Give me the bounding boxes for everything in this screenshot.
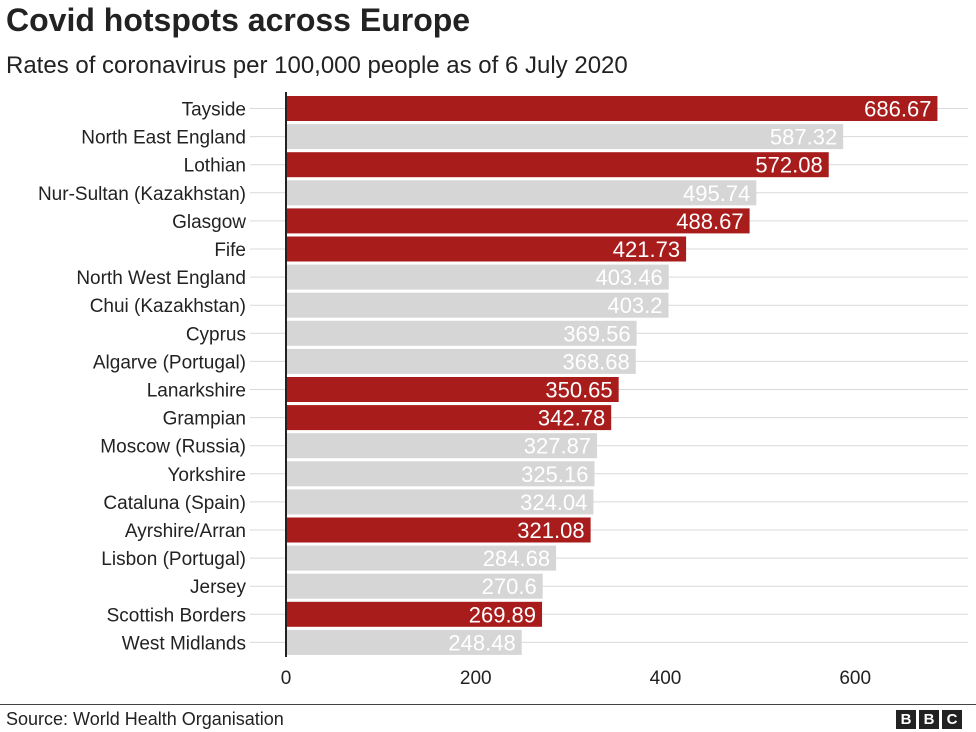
- value-label: 248.48: [448, 630, 515, 655]
- category-label: North West England: [76, 268, 246, 289]
- footer-divider: [0, 704, 976, 705]
- bar: [286, 517, 591, 543]
- category-label: Tayside: [182, 100, 246, 121]
- category-label: Grampian: [163, 409, 246, 430]
- category-label: Ayrshire/Arran: [125, 521, 246, 542]
- category-label: Cyprus: [186, 324, 246, 345]
- value-label: 269.89: [469, 602, 536, 627]
- bar: [286, 405, 612, 431]
- x-tick-label: 400: [650, 668, 682, 689]
- chart-subtitle: Rates of coronavirus per 100,000 people …: [6, 52, 628, 79]
- category-label: Chui (Kazakhstan): [90, 296, 246, 317]
- source-note: Source: World Health Organisation: [6, 709, 284, 729]
- value-label: 325.16: [521, 462, 588, 487]
- category-label: West Midlands: [122, 633, 246, 654]
- value-label: 488.67: [676, 209, 743, 234]
- category-label: Lisbon (Portugal): [101, 549, 246, 570]
- bar: [286, 292, 669, 318]
- value-label: 270.6: [482, 574, 537, 599]
- x-tick-label: 600: [839, 668, 871, 689]
- category-label: Scottish Borders: [107, 605, 246, 626]
- category-label: Nur-Sultan (Kazakhstan): [38, 184, 246, 205]
- value-label: 284.68: [483, 546, 550, 571]
- value-label: 587.32: [770, 125, 837, 150]
- logo-letter-b1: B: [896, 710, 916, 729]
- bar: [286, 236, 687, 262]
- bar: [286, 573, 543, 599]
- bar: [286, 489, 594, 515]
- value-label: 495.74: [683, 181, 750, 206]
- value-label: 403.2: [607, 293, 662, 318]
- category-label: Lothian: [184, 156, 246, 177]
- category-label: Yorkshire: [167, 465, 246, 486]
- value-label: 369.56: [563, 321, 630, 346]
- category-label: Jersey: [190, 577, 246, 598]
- category-label: Lanarkshire: [147, 381, 246, 402]
- value-label: 421.73: [613, 237, 680, 262]
- bar: [286, 180, 757, 206]
- value-label: 324.04: [520, 490, 587, 515]
- bar: [286, 545, 557, 571]
- category-label: Moscow (Russia): [100, 437, 246, 458]
- x-tick-label: 0: [281, 668, 292, 689]
- value-label: 686.67: [864, 97, 931, 122]
- value-label: 403.46: [595, 265, 662, 290]
- value-label: 572.08: [755, 153, 822, 178]
- bar: [286, 152, 829, 178]
- bar: [286, 377, 619, 402]
- bar: [286, 461, 595, 487]
- bar-chart: Tayside North East England Lothian Nur-Sult…: [38, 92, 968, 689]
- x-tick-label: 200: [460, 668, 492, 689]
- bar: [286, 601, 543, 627]
- value-label: 342.78: [538, 406, 605, 431]
- bbc-logo: B B C: [896, 710, 962, 729]
- value-label: 350.65: [545, 378, 612, 403]
- category-label: Cataluna (Spain): [103, 493, 246, 514]
- category-label: Glasgow: [172, 212, 246, 233]
- value-label: 321.08: [517, 518, 584, 543]
- logo-letter-b2: B: [919, 710, 939, 729]
- bar: [286, 208, 750, 234]
- value-label: 368.68: [562, 349, 629, 374]
- chart-title: Covid hotspots across Europe: [6, 2, 471, 38]
- bar: [286, 124, 844, 150]
- bar: [286, 264, 669, 290]
- bar: [286, 433, 598, 459]
- bar: [286, 629, 522, 655]
- category-label: Fife: [214, 240, 246, 261]
- value-label: 327.87: [524, 434, 591, 459]
- category-label: North East England: [81, 128, 246, 149]
- bar: [286, 348, 636, 374]
- bar: [286, 320, 637, 346]
- category-label: Algarve (Portugal): [93, 352, 246, 373]
- logo-letter-c: C: [942, 710, 962, 729]
- bar: [286, 96, 938, 121]
